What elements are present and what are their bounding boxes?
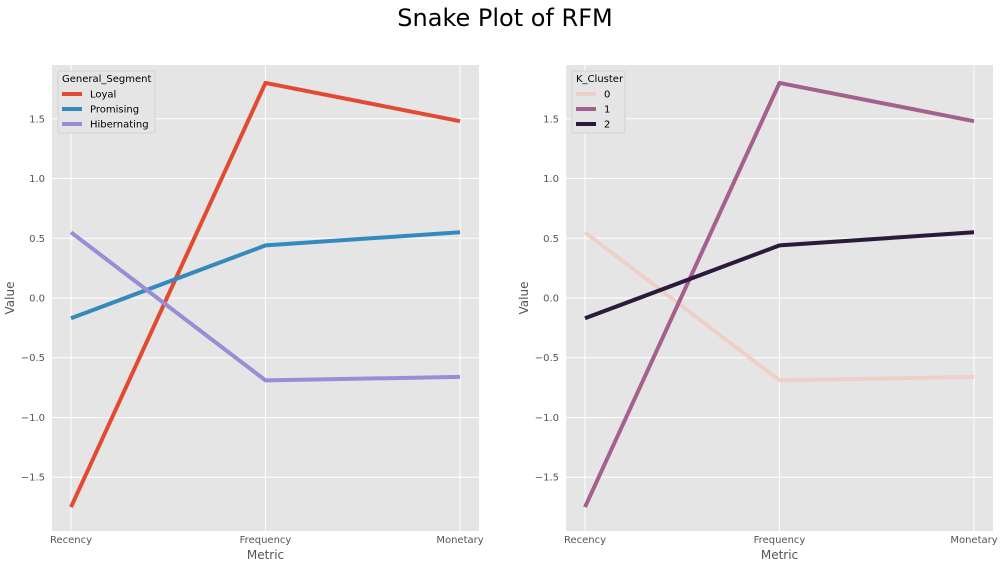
y-tick-label: −1.5 [535, 473, 559, 484]
series-line-promising [70, 230, 461, 321]
series-line-loyal [69, 80, 461, 508]
legend-label: 1 [604, 105, 610, 116]
x-tick-label: Recency [564, 535, 606, 546]
y-tick-label: −1.0 [21, 413, 45, 424]
x-tick-label: Recency [50, 535, 92, 546]
legend-label: Hibernating [90, 120, 149, 131]
x-tick-label: Monetary [950, 535, 997, 546]
y-tick-label: 0.5 [543, 234, 559, 245]
legend-title: General_Segment [62, 74, 151, 85]
x-axis-label: Metric [761, 548, 798, 562]
subplot-1: −1.5 −1.0 −0.5 0.0 0.5 1.0 1.5 Recency Frequency… [3, 65, 484, 562]
y-tick-label: 0.5 [29, 234, 45, 245]
series-line-2 [584, 230, 975, 321]
y-tick-label: −1.0 [535, 413, 559, 424]
legend-label: 2 [604, 120, 610, 131]
x-tick-label: Frequency [754, 535, 806, 546]
y-tick-label: 0.0 [543, 294, 559, 305]
y-tick-label: 1.0 [543, 174, 559, 185]
y-axis-label: Value [517, 282, 531, 315]
legend-box [57, 70, 156, 134]
series-line-1 [583, 80, 975, 508]
y-tick-label: 0.0 [29, 294, 45, 305]
x-tick-label: Monetary [436, 535, 483, 546]
legend-label: Promising [90, 105, 139, 116]
y-axis-label: Value [3, 282, 17, 315]
y-tick-label: −0.5 [535, 353, 559, 364]
series-line-0 [583, 230, 975, 383]
y-tick-label: −0.5 [21, 353, 45, 364]
legend-label: Loyal [90, 90, 116, 101]
legend-title: K_Cluster [576, 74, 624, 85]
legend-box [571, 70, 626, 134]
y-tick-label: −1.5 [21, 473, 45, 484]
subplot-2: −1.5 −1.0 −0.5 0.0 0.5 1.0 1.5 Recency Frequency… [517, 65, 998, 562]
y-tick-label: 1.0 [29, 174, 45, 185]
y-tick-label: 1.5 [543, 114, 559, 125]
series-line-hibernating [69, 230, 461, 383]
x-axis-label: Metric [247, 548, 284, 562]
y-tick-label: 1.5 [29, 114, 45, 125]
x-tick-label: Frequency [240, 535, 292, 546]
legend-label: 0 [604, 90, 610, 101]
figure-title: Snake Plot of RFM [397, 4, 612, 32]
